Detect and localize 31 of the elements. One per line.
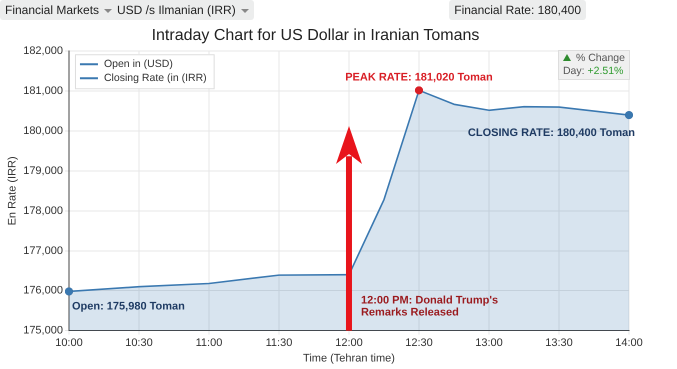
x-tick-label: 10:00: [55, 337, 83, 350]
x-tick-label: 13:00: [475, 337, 503, 350]
y-tick-label: 178,000: [23, 204, 63, 217]
text: Financial Markets: [0, 0, 118, 20]
text: Financial Rate: 180,400: [449, 0, 586, 20]
legend-label: Open in (USD): [104, 58, 173, 70]
y-tick-label: 176,000: [23, 284, 63, 297]
x-tick-label: 11:00: [196, 337, 222, 350]
x-tick-label: 14:00: [615, 337, 643, 350]
annotation: Day: +2.51%: [562, 65, 624, 78]
y-tick-label: 181,000: [23, 85, 63, 98]
y-tick-label: 180,000: [23, 125, 63, 138]
y-axis-title: En Rate (IRR): [6, 156, 19, 226]
x-tick-label: 12:30: [405, 337, 433, 350]
x-tick-label: 12:00: [335, 337, 363, 350]
y-tick-label: 179,000: [23, 164, 63, 177]
y-tick-label: 182,000: [23, 45, 63, 58]
annotation: Open: 175,980 Toman: [72, 300, 186, 312]
y-tick-label: 177,000: [23, 244, 63, 257]
annotation: PEAK RATE: 181,020 Toman: [345, 71, 494, 84]
x-tick-label: 10:30: [125, 337, 153, 350]
text: USD /s Ilmanian (IRR): [112, 0, 254, 20]
legend-label: Closing Rate (in (IRR): [104, 72, 207, 84]
annotation: % Change: [574, 52, 625, 65]
ref-line-label: 12:00 PM: Donald Trump's Remarks Released: [360, 294, 498, 319]
x-tick-label: 11:30: [266, 337, 292, 350]
x-tick-label: 13:30: [545, 337, 573, 350]
chart-title: Intraday Chart for US Dollar in Iranian Tomans: [152, 27, 480, 44]
y-tick-label: 175,000: [23, 324, 63, 337]
annotation: CLOSING RATE: 180,400 Toman: [468, 127, 636, 140]
x-axis-title: Time (Tehran time): [303, 352, 395, 364]
